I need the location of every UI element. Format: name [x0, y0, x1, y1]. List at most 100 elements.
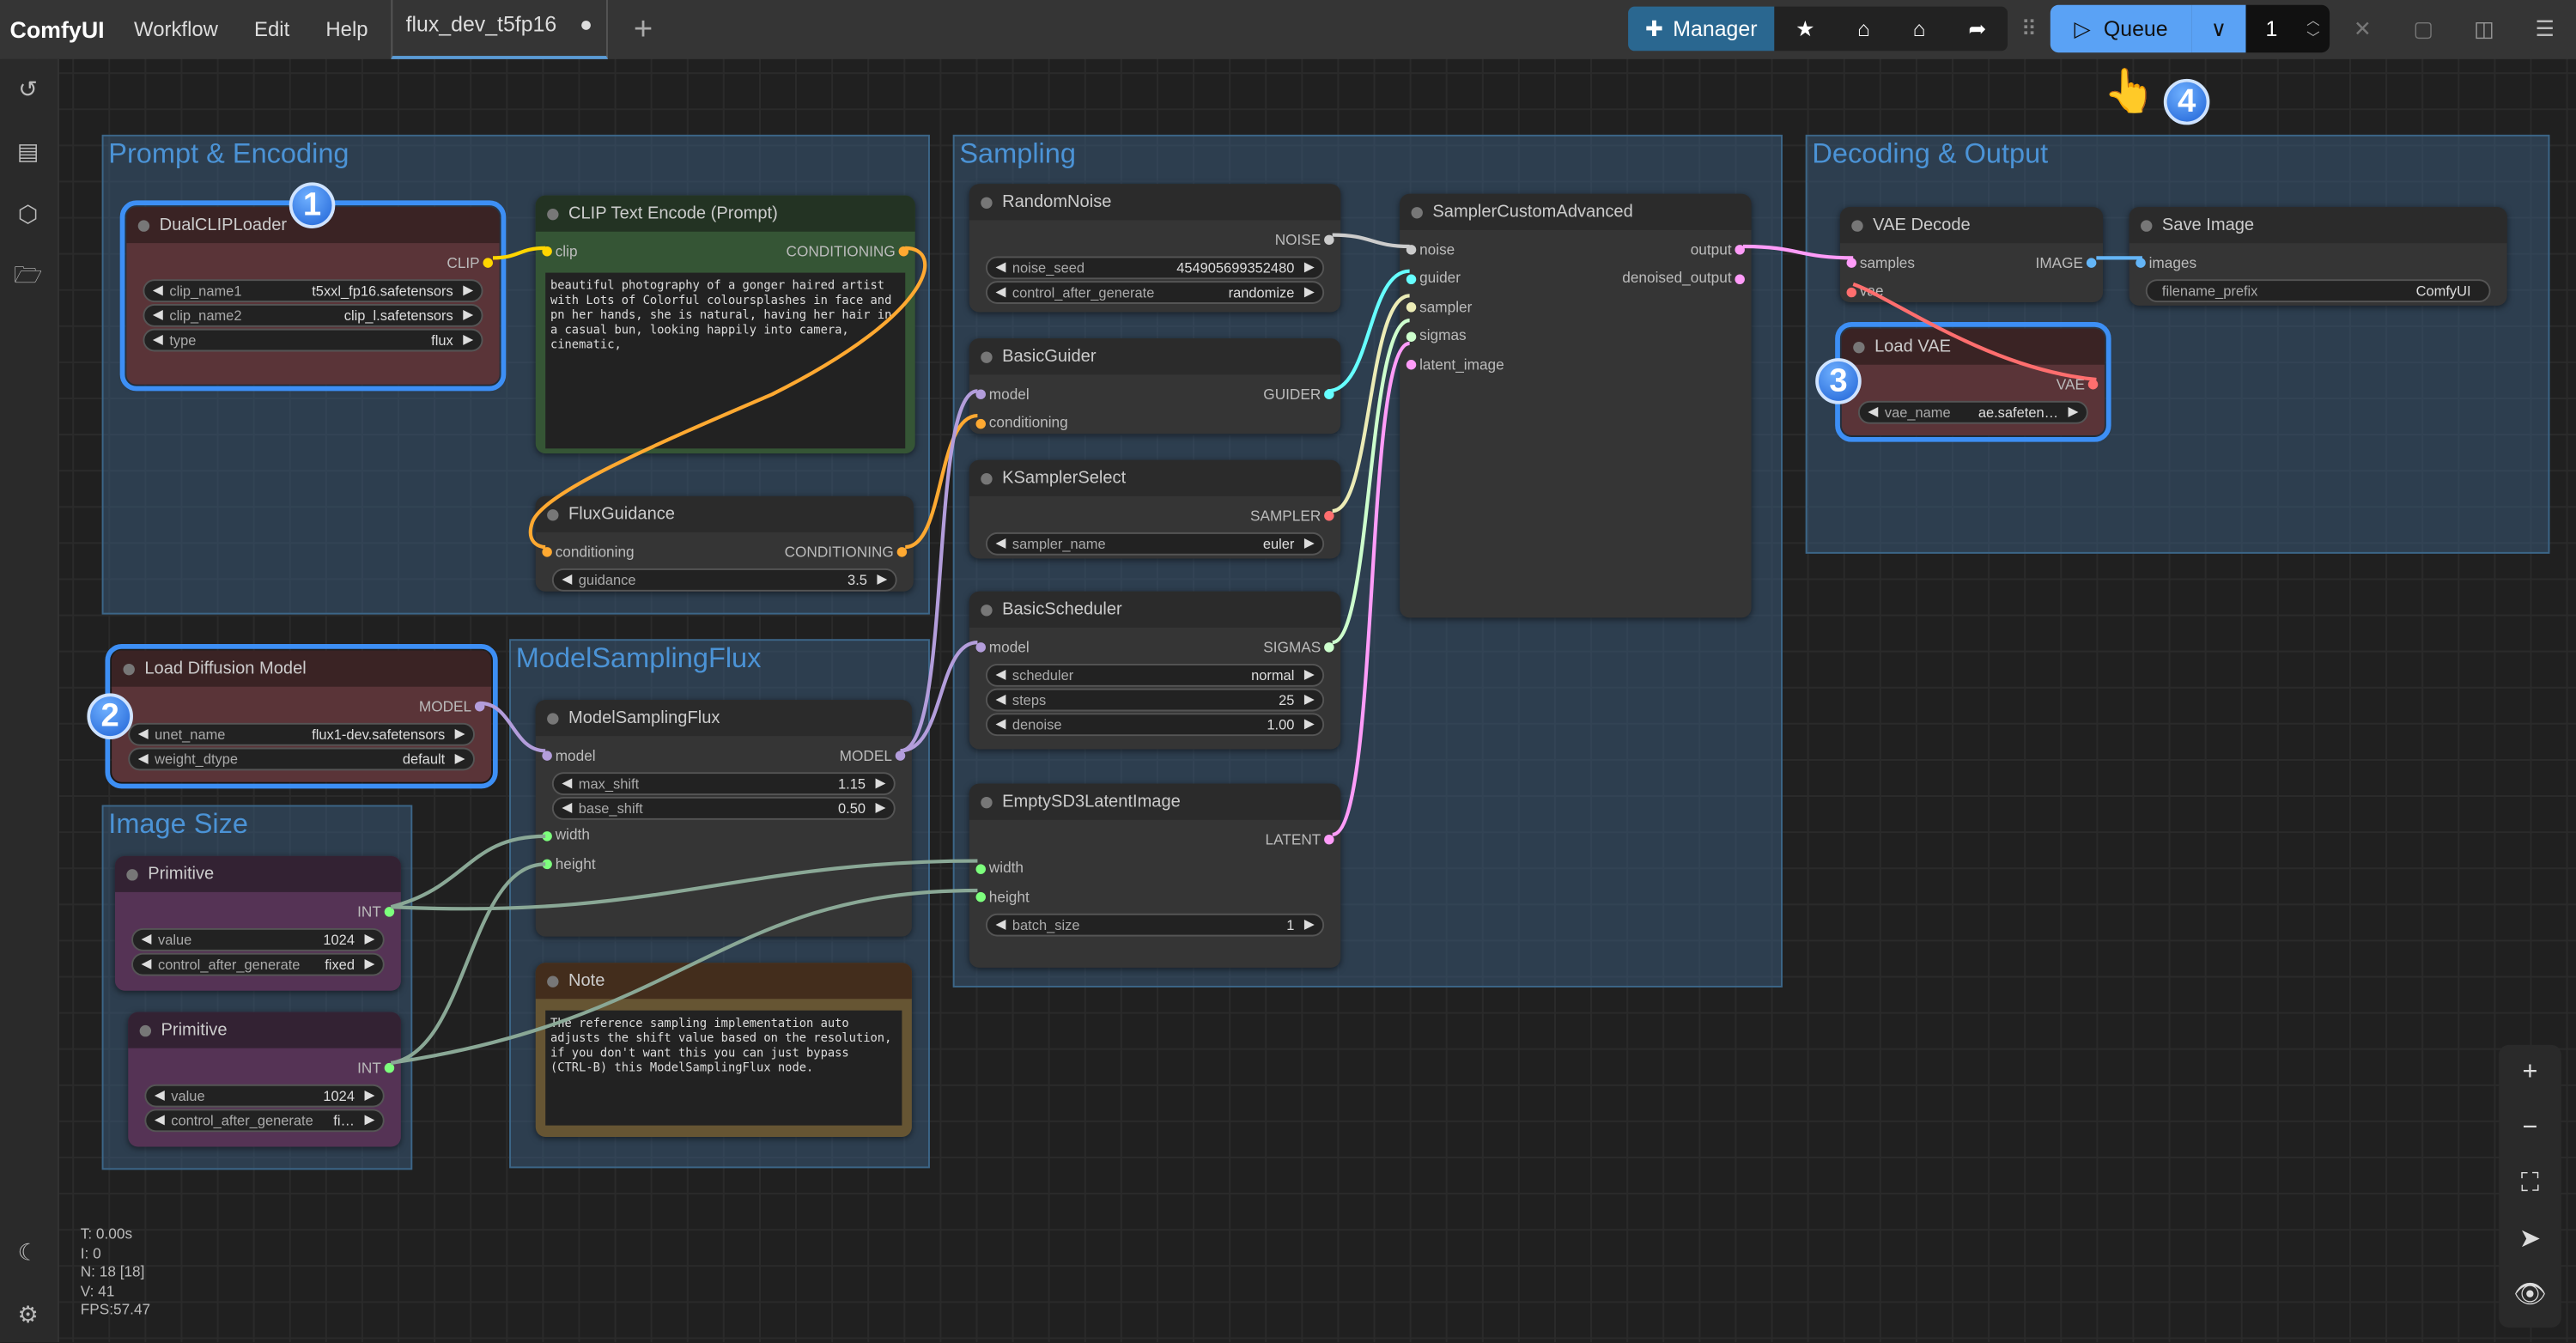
decrement-arrow-icon[interactable]: ◀ — [154, 1087, 165, 1103]
increment-arrow-icon[interactable]: ▶ — [463, 331, 474, 347]
queue-button[interactable]: ▷ Queue — [2050, 4, 2192, 53]
decrement-arrow-icon[interactable]: ◀ — [562, 799, 573, 815]
node-title[interactable]: RandomNoise — [969, 184, 1341, 221]
widget-denoise[interactable]: ◀ denoise 1.00 ▶ — [985, 712, 1325, 736]
collapse-dot-icon[interactable] — [123, 663, 135, 676]
node-note[interactable]: Note The reference sampling implementatio… — [535, 963, 912, 1138]
decrement-arrow-icon[interactable]: ◀ — [137, 726, 149, 741]
menu-help[interactable]: Help — [325, 18, 368, 41]
input-slot-vae[interactable] — [1846, 286, 1857, 297]
input-slot-images[interactable] — [2136, 258, 2146, 268]
widget-base_shift[interactable]: ◀ base_shift 0.50 ▶ — [551, 795, 896, 819]
collapse-dot-icon[interactable] — [547, 713, 559, 725]
widget-control_after_generate[interactable]: ◀ control_after_generate fi… ▶ — [144, 1108, 385, 1132]
output-slot-INT[interactable] — [384, 907, 395, 917]
collapse-dot-icon[interactable] — [981, 796, 993, 809]
increment-arrow-icon[interactable]: ▶ — [877, 571, 888, 587]
widget-sampler_name[interactable]: ◀ sampler_name euler ▶ — [985, 531, 1325, 555]
queue-options-chevron-icon[interactable]: ∨ — [2191, 4, 2246, 53]
collapse-dot-icon[interactable] — [137, 220, 150, 232]
close-icon[interactable]: ✕ — [2353, 15, 2372, 40]
group-title[interactable]: Sampling — [959, 137, 1076, 170]
increment-arrow-icon[interactable]: ▶ — [1303, 716, 1315, 732]
output-slot-MODEL[interactable] — [474, 701, 485, 712]
group-title[interactable]: Prompt & Encoding — [108, 137, 349, 170]
decrement-arrow-icon[interactable]: ◀ — [562, 571, 573, 587]
batch-count-input[interactable]: 1 ︿ ﹀ — [2245, 4, 2330, 53]
collapse-dot-icon[interactable] — [547, 208, 559, 221]
decrement-arrow-icon[interactable]: ◀ — [141, 956, 152, 971]
output-slot-SAMPLER[interactable] — [1324, 511, 1334, 521]
node-vaedec[interactable]: VAE Decode samples IMAGE vae — [1839, 207, 2104, 303]
node-msf[interactable]: ModelSamplingFlux model MODEL ◀ max_shift 1.1… — [535, 700, 912, 937]
bottom-panel-icon[interactable]: ◫ — [2474, 15, 2494, 40]
decrement-arrow-icon[interactable]: ◀ — [1868, 404, 1879, 419]
toggle-links-eye-icon[interactable]: 👁 — [2513, 1281, 2547, 1310]
decrement-arrow-icon[interactable]: ◀ — [137, 750, 149, 766]
node-prim2[interactable]: Primitive INT ◀ value 1024 ▶ ◀ control_after_ge… — [128, 1012, 401, 1147]
output-slot-GUIDER[interactable] — [1324, 389, 1334, 399]
increment-arrow-icon[interactable]: ▶ — [364, 956, 375, 971]
output-slot-SIGMAS[interactable] — [1324, 642, 1334, 653]
widget-weight_dtype[interactable]: ◀ weight_dtype default ▶ — [128, 746, 475, 770]
share-icon[interactable]: ➦ — [1968, 15, 1987, 40]
node-latent[interactable]: EmptySD3LatentImage LATENT width height ◀ bat… — [969, 783, 1341, 968]
select-mode-icon[interactable]: ➤ — [2518, 1225, 2542, 1254]
group-title[interactable]: ModelSamplingFlux — [515, 642, 762, 674]
output-slot-LATENT[interactable] — [1324, 834, 1334, 845]
collapse-dot-icon[interactable] — [547, 509, 559, 521]
increment-arrow-icon[interactable]: ▶ — [463, 283, 474, 298]
input-slot-height[interactable] — [542, 859, 552, 870]
input-slot-latent_image[interactable] — [1406, 360, 1417, 370]
gear-icon[interactable]: ⚙ — [17, 1301, 39, 1328]
node-fluxguid[interactable]: FluxGuidance conditioning CONDITIONING ◀ gui… — [535, 495, 914, 592]
increment-arrow-icon[interactable]: ▶ — [1303, 666, 1315, 683]
increment-arrow-icon[interactable]: ▶ — [364, 1112, 375, 1127]
node-title[interactable]: Load Diffusion Model — [112, 650, 492, 687]
output-slot-CLIP[interactable] — [483, 258, 493, 268]
node-prim1[interactable]: Primitive INT ◀ value 1024 ▶ ◀ control_after_ge… — [114, 855, 401, 991]
decrement-arrow-icon[interactable]: ◀ — [995, 666, 1006, 683]
widget-vae_name[interactable]: ◀ vae_name ae.safeten… ▶ — [1857, 399, 2088, 423]
decrement-arrow-icon[interactable]: ◀ — [152, 307, 163, 323]
decrement-arrow-icon[interactable]: ◀ — [995, 691, 1006, 707]
widget-unet_name[interactable]: ◀ unet_name flux1-dev.safetensors ▶ — [128, 721, 475, 745]
input-slot-sigmas[interactable] — [1406, 331, 1417, 342]
input-slot-height[interactable] — [975, 891, 986, 902]
decrement-arrow-icon[interactable]: ◀ — [995, 916, 1006, 932]
node-title[interactable]: Primitive — [128, 1012, 401, 1048]
input-slot-model[interactable] — [975, 642, 986, 653]
output-slot-MODEL[interactable] — [895, 750, 906, 761]
output-slot-CONDITIONING[interactable] — [896, 547, 908, 557]
widget-steps[interactable]: ◀ steps 25 ▶ — [985, 687, 1325, 711]
node-sched[interactable]: BasicScheduler model SIGMAS ◀ scheduler norma… — [969, 591, 1341, 750]
input-slot-width[interactable] — [975, 863, 986, 873]
node-title[interactable]: Primitive — [114, 855, 401, 892]
text-area[interactable]: beautiful photography of a gonger haired… — [545, 271, 906, 448]
node-title[interactable]: CLIP Text Encode (Prompt) — [535, 195, 915, 232]
vacuum-icon[interactable]: ⌂ — [1857, 16, 1871, 41]
widget-value[interactable]: ◀ value 1024 ▶ — [131, 927, 385, 951]
node-title[interactable]: SamplerCustomAdvanced — [1400, 193, 1752, 230]
widget-type[interactable]: ◀ type flux ▶ — [143, 327, 483, 351]
node-title[interactable]: Load VAE — [1841, 328, 2105, 365]
output-slot-IMAGE[interactable] — [2086, 258, 2097, 268]
input-slot-sampler[interactable] — [1406, 302, 1417, 313]
decrement-arrow-icon[interactable]: ◀ — [154, 1112, 165, 1127]
widget-control_after_generate[interactable]: ◀ control_after_generate fixed ▶ — [131, 951, 385, 975]
widget-noise_seed[interactable]: ◀ noise_seed 454905699352480 ▶ — [985, 255, 1325, 279]
group-title[interactable]: Image Size — [108, 808, 248, 840]
folder-icon[interactable]: 🗁 — [13, 261, 43, 288]
manager-button[interactable]: ✚ Manager — [1628, 6, 1775, 52]
menu-icon[interactable]: ☰ — [2535, 15, 2555, 40]
collapse-dot-icon[interactable] — [1853, 341, 1865, 354]
input-slot-width[interactable] — [542, 830, 552, 841]
output-slot-VAE[interactable] — [2087, 379, 2099, 390]
collapse-dot-icon[interactable] — [981, 605, 993, 617]
fit-view-icon[interactable]: ⛶ — [2520, 1170, 2540, 1198]
input-slot-guider[interactable] — [1406, 273, 1417, 284]
workflow-tab[interactable]: flux_dev_t5fp16 ● — [391, 0, 608, 59]
collapse-dot-icon[interactable] — [1411, 207, 1423, 219]
widget-clip_name2[interactable]: ◀ clip_name2 clip_l.safetensors ▶ — [143, 303, 483, 326]
focus-mode-icon[interactable]: ▢ — [2413, 15, 2433, 40]
